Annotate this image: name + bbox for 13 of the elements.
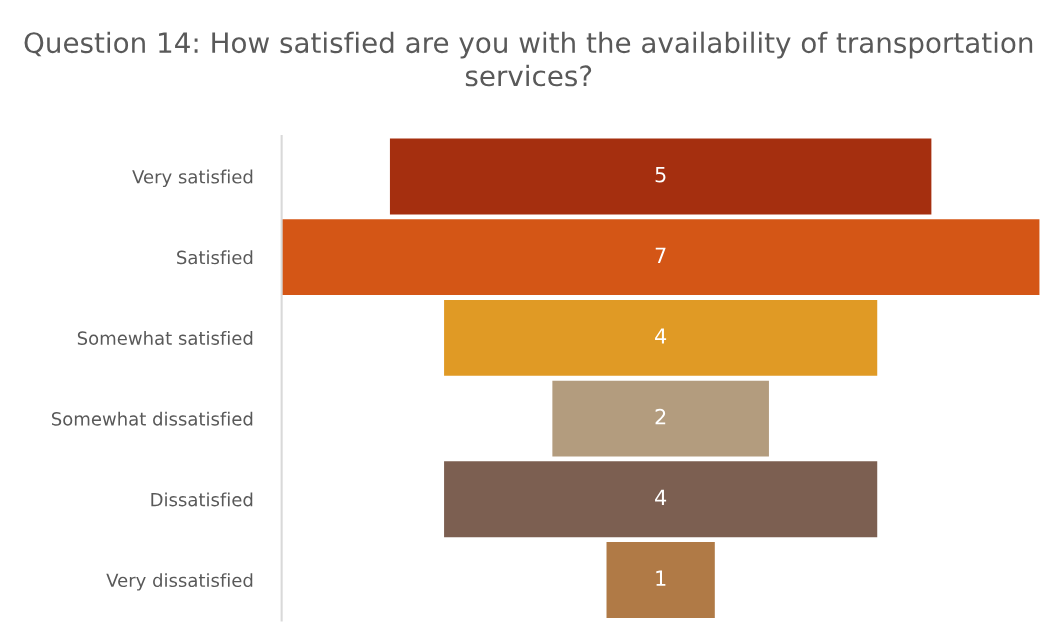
category-label: Somewhat satisfied	[77, 331, 253, 345]
category-label: Very satisfied	[132, 169, 253, 188]
data-label: 1	[656, 570, 666, 586]
text: Question 14: How satisfied are you with the availability of transportation services?	[24, 31, 1033, 87]
category-label: Dissatisfied	[151, 492, 253, 507]
data-label: 2	[655, 408, 666, 425]
category-label: Very dissatisfied	[106, 573, 253, 591]
category-label: Satisfied	[177, 250, 253, 265]
data-label: 5	[655, 167, 666, 183]
data-label: 4	[655, 489, 667, 506]
data-label: 7	[655, 247, 666, 263]
category-label: Somewhat dissatisfied	[51, 411, 253, 426]
data-label: 4	[655, 328, 667, 344]
